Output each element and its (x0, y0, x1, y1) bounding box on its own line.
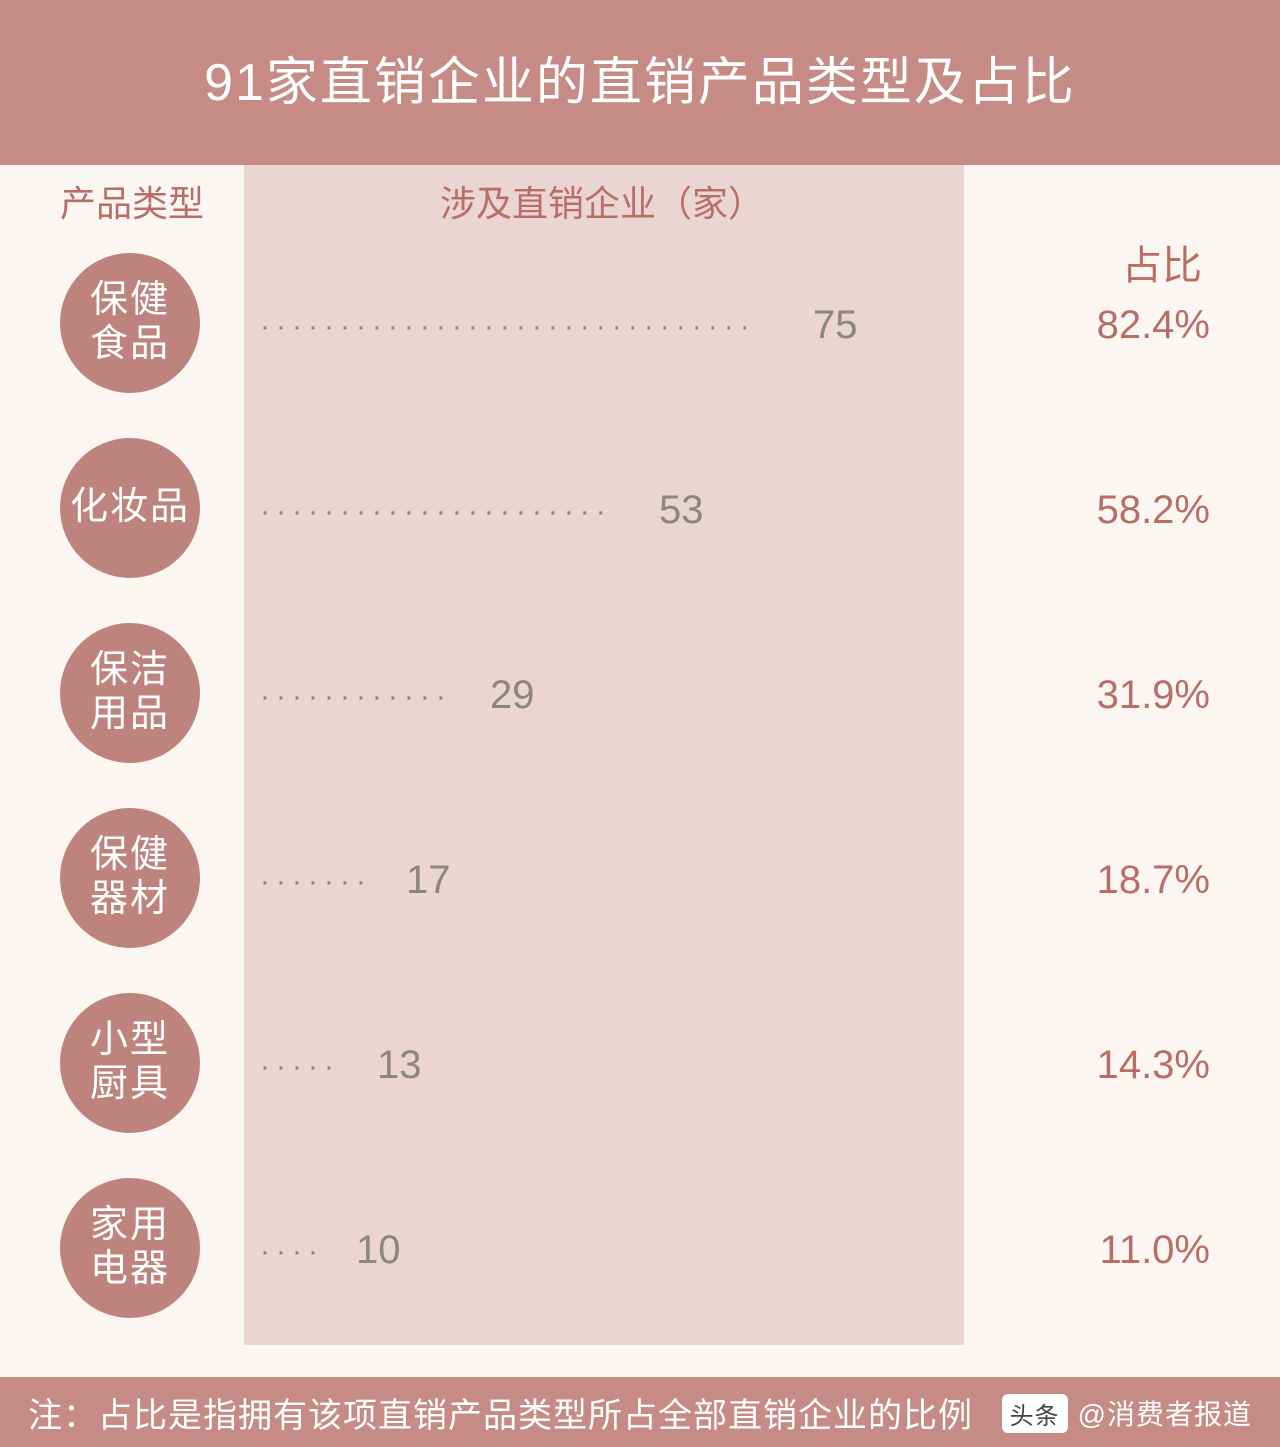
value-label: 29 (490, 673, 535, 718)
category-badge: 小型厨具 (60, 993, 200, 1133)
percent-label: 31.9% (1097, 673, 1210, 718)
dots: ······················ (260, 497, 612, 527)
dotted-bar: ····· (260, 1057, 340, 1077)
dotted-bar: ···· (260, 1242, 324, 1262)
category-label-line2: 电器 (90, 1248, 170, 1292)
chart-body: 产品类型 涉及直销企业（家） 占比 保健食品··················… (0, 165, 1280, 1345)
category-badge: 保健器材 (60, 808, 200, 948)
dotted-bar: ······························· (260, 317, 756, 337)
category-label-line1: 保健 (90, 279, 170, 323)
chart-title: 91家直销企业的直销产品类型及占比 (0, 40, 1280, 115)
category-label-line2: 食品 (90, 323, 170, 367)
data-row: 保洁用品 ············ 29 31.9% (0, 605, 1280, 790)
col-header-firms: 涉及直销企业（家） (440, 175, 764, 227)
infographic-container: 91家直销企业的直销产品类型及占比 产品类型 涉及直销企业（家） 占比 保健食品… (0, 0, 1280, 1447)
dotted-bar: ······················ (260, 502, 612, 522)
column-headers: 产品类型 涉及直销企业（家） 占比 (0, 165, 1280, 235)
watermark: 头条 @消费者报道 (1002, 1393, 1252, 1433)
dotted-bar: ······· (260, 872, 372, 892)
footer-note: 注：占比是指拥有该项直销产品类型所占全部直销企业的比例 (28, 1388, 973, 1437)
category-label-line2: 用品 (90, 693, 170, 737)
data-row: 小型厨具 ····· 13 14.3% (0, 975, 1280, 1160)
category-badge: 家用电器 (60, 1178, 200, 1318)
value-label: 17 (406, 858, 451, 903)
value-label: 53 (659, 488, 704, 533)
percent-label: 82.4% (1097, 303, 1210, 348)
rows-container: 保健食品·······························7582.… (0, 235, 1280, 1345)
category-label-line1: 保健 (90, 834, 170, 878)
dots: ······· (260, 867, 372, 897)
category-label-line1: 保洁 (90, 649, 170, 693)
category-label-line1: 化妆品 (70, 486, 190, 530)
category-label-line1: 家用 (90, 1204, 170, 1248)
percent-label: 58.2% (1097, 488, 1210, 533)
category-label-line1: 小型 (90, 1019, 170, 1063)
dots: ······························· (260, 312, 756, 342)
dots: ············ (260, 682, 452, 712)
category-badge: 保健食品 (60, 253, 200, 393)
percent-label: 11.0% (1100, 1228, 1210, 1273)
data-row: 保健食品 ······························· 75 82.… (0, 235, 1280, 420)
value-label: 75 (813, 303, 858, 348)
col-header-type: 产品类型 (60, 175, 204, 227)
dotted-bar: ············ (260, 687, 452, 707)
category-label-line2: 器材 (90, 878, 170, 922)
watermark-badge: 头条 (1002, 1394, 1068, 1433)
category-badge: 化妆品 (60, 438, 200, 578)
percent-label: 14.3% (1097, 1043, 1210, 1088)
dots: ···· (260, 1237, 324, 1267)
data-row: 家用电器 ···· 10 11.0% (0, 1160, 1280, 1345)
footer-bar: 注：占比是指拥有该项直销产品类型所占全部直销企业的比例 头条 @消费者报道 (0, 1377, 1280, 1447)
category-label-line2: 厨具 (90, 1063, 170, 1107)
percent-label: 18.7% (1097, 858, 1210, 903)
value-label: 13 (377, 1043, 422, 1088)
value-label: 10 (356, 1228, 401, 1273)
header-bar: 91家直销企业的直销产品类型及占比 (0, 0, 1280, 165)
dots: ····· (260, 1052, 340, 1082)
data-row: 保健器材 ······· 17 18.7% (0, 790, 1280, 975)
data-row: 化妆品 ······················ 53 58.2% (0, 420, 1280, 605)
category-badge: 保洁用品 (60, 623, 200, 763)
watermark-text: @消费者报道 (1078, 1393, 1252, 1433)
